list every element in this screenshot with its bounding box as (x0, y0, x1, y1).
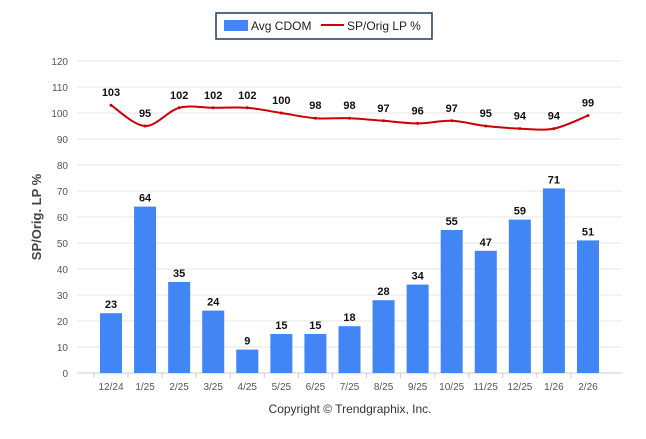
line-data-label: 94 (548, 111, 561, 123)
line-data-label: 97 (446, 103, 458, 115)
x-tick-label: 7/25 (340, 382, 360, 393)
y-axis-title: SP/Orig. LP % (29, 173, 44, 260)
line-point[interactable] (109, 103, 113, 107)
line-data-label: 103 (102, 87, 120, 99)
line-point[interactable] (279, 111, 283, 115)
line-data-label: 98 (343, 100, 355, 112)
legend-swatch-bar (224, 20, 248, 31)
bar-data-label: 23 (105, 299, 117, 311)
bar-avg-cdom[interactable] (304, 334, 327, 373)
line-point[interactable] (177, 106, 181, 110)
x-tick-label: 1/26 (544, 382, 564, 393)
bar-avg-cdom[interactable] (134, 206, 157, 373)
bar-avg-cdom[interactable] (372, 300, 395, 373)
line-data-label: 98 (309, 100, 321, 112)
bar-avg-cdom[interactable] (236, 349, 259, 373)
bar-avg-cdom[interactable] (474, 250, 497, 373)
line-point[interactable] (143, 124, 147, 128)
bar-data-label: 34 (412, 271, 425, 283)
line-point[interactable] (245, 106, 249, 110)
y-tick-label: 110 (52, 83, 68, 94)
line-data-label: 97 (377, 103, 389, 115)
y-tick-label: 0 (62, 369, 68, 380)
line-data-label: 96 (412, 105, 424, 117)
x-tick-label: 9/25 (408, 382, 428, 393)
x-tick-label: 2/26 (578, 382, 598, 393)
y-tick-label: 60 (57, 213, 69, 224)
bar-data-label: 71 (548, 174, 560, 186)
bar-avg-cdom[interactable] (576, 240, 599, 373)
x-tick-label: 6/25 (306, 382, 326, 393)
line-point[interactable] (211, 106, 215, 110)
bar-data-label: 28 (377, 286, 389, 298)
line-point[interactable] (450, 119, 454, 123)
bar-avg-cdom[interactable] (338, 326, 361, 373)
line-point[interactable] (416, 121, 420, 125)
x-tick-label: 1/25 (135, 382, 155, 393)
bar-data-label: 64 (139, 193, 152, 205)
bar-avg-cdom[interactable] (202, 310, 225, 373)
bar-data-label: 15 (275, 320, 287, 332)
line-point[interactable] (586, 114, 590, 118)
x-tick-label: 2/25 (169, 382, 189, 393)
line-point[interactable] (347, 116, 351, 120)
line-point[interactable] (313, 116, 317, 120)
line-data-label: 100 (272, 95, 290, 107)
line-point[interactable] (484, 124, 488, 128)
legend-label-cdom[interactable]: Avg CDOM (251, 19, 311, 33)
line-data-label: 95 (139, 108, 151, 120)
bar-avg-cdom[interactable] (542, 188, 565, 373)
y-tick-label: 50 (57, 239, 69, 250)
y-tick-label: 90 (57, 135, 69, 146)
bar-data-label: 15 (309, 320, 321, 332)
line-point[interactable] (518, 127, 522, 131)
bar-avg-cdom[interactable] (508, 219, 531, 373)
x-tick-label: 3/25 (203, 382, 223, 393)
bar-data-label: 24 (207, 297, 220, 309)
line-data-label: 99 (582, 98, 594, 110)
bar-data-label: 18 (343, 312, 355, 324)
line-data-label: 94 (514, 111, 527, 123)
x-tick-label: 11/25 (474, 382, 499, 393)
bar-data-label: 59 (514, 206, 526, 218)
bar-data-label: 35 (173, 268, 185, 280)
bar-avg-cdom[interactable] (100, 313, 122, 373)
legend: Avg CDOM SP/Orig LP % (215, 12, 433, 40)
y-tick-label: 80 (57, 161, 69, 172)
y-tick-label: 70 (57, 187, 69, 198)
x-tick-label: 10/25 (439, 382, 464, 393)
line-point[interactable] (552, 127, 556, 131)
x-tick-label: 5/25 (272, 382, 292, 393)
y-tick-label: 40 (57, 265, 69, 276)
bar-data-label: 47 (480, 237, 492, 249)
x-tick-label: 12/24 (98, 382, 123, 393)
x-tick-label: 12/25 (507, 382, 532, 393)
y-tick-label: 120 (51, 57, 68, 68)
copyright-footer: Copyright © Trendgraphix, Inc. (269, 402, 432, 416)
y-tick-label: 10 (57, 343, 69, 354)
y-tick-label: 30 (57, 291, 69, 302)
bar-avg-cdom[interactable] (168, 282, 191, 373)
bar-data-label: 9 (244, 336, 250, 348)
line-data-label: 102 (204, 90, 222, 102)
bar-avg-cdom[interactable] (440, 230, 463, 373)
y-tick-label: 100 (51, 109, 68, 120)
y-tick-label: 20 (57, 317, 69, 328)
x-tick-label: 4/25 (238, 382, 258, 393)
line-point[interactable] (382, 119, 386, 123)
line-data-label: 102 (238, 90, 256, 102)
bar-avg-cdom[interactable] (270, 334, 293, 373)
x-tick-label: 8/25 (374, 382, 394, 393)
line-data-label: 102 (170, 90, 188, 102)
legend-label-splp[interactable]: SP/Orig LP % (347, 19, 421, 33)
bar-data-label: 51 (582, 226, 594, 238)
bar-avg-cdom[interactable] (406, 284, 429, 373)
line-data-label: 95 (480, 108, 492, 120)
bar-data-label: 55 (446, 216, 458, 228)
